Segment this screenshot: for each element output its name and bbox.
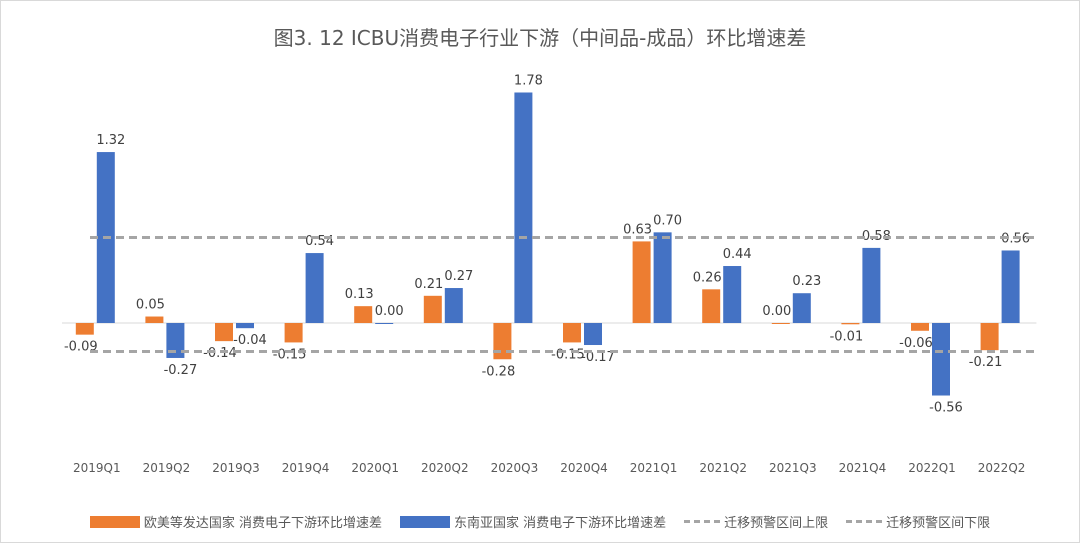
- bar-sea: [166, 323, 185, 358]
- bar-developed: [145, 316, 164, 323]
- legend-label: 迁移预警区间下限: [886, 516, 991, 531]
- data-label: 0.00: [375, 304, 404, 319]
- x-tick-label: 2021Q2: [699, 461, 747, 475]
- chart-plot: 2019Q1 -0.09 1.32 2019Q2 0.05 -0.27 2019Q3 -0.1…: [62, 73, 1037, 475]
- legend-swatch: [684, 520, 721, 523]
- bar-sea: [305, 253, 324, 323]
- x-tick-label: 2020Q2: [421, 461, 469, 475]
- data-label: 0.27: [444, 269, 473, 284]
- legend-item-2: 迁移预警区间上限: [684, 512, 828, 531]
- data-label: -0.15: [551, 347, 585, 362]
- bar-sea: [792, 293, 811, 323]
- data-label: 0.23: [792, 274, 821, 289]
- bar-developed: [284, 323, 303, 343]
- data-label: -0.14: [203, 346, 237, 361]
- bar-developed: [423, 295, 442, 323]
- data-label: 0.26: [693, 270, 722, 285]
- data-label: -0.56: [929, 401, 963, 416]
- data-label: 1.78: [514, 73, 543, 88]
- legend-swatch: [89, 515, 140, 528]
- bar-sea: [862, 247, 881, 323]
- legend-swatch: [399, 515, 450, 528]
- data-label: 0.00: [762, 304, 791, 319]
- legend-item-1: 东南亚国家 消费电子下游环比增速差: [399, 512, 667, 531]
- data-label: 0.70: [653, 213, 682, 228]
- x-tick-label: 2021Q4: [839, 461, 887, 475]
- data-label: -0.21: [969, 355, 1003, 370]
- x-tick-label: 2019Q4: [282, 461, 330, 475]
- data-label: -0.09: [64, 340, 98, 355]
- x-tick-label: 2020Q3: [491, 461, 539, 475]
- bar-developed: [563, 323, 581, 343]
- bar-sea: [236, 323, 254, 329]
- bar-sea: [932, 323, 950, 396]
- data-label: -0.06: [899, 336, 933, 351]
- bar-developed: [75, 323, 94, 335]
- bar-sea: [1001, 250, 1020, 323]
- data-label: -0.15: [273, 347, 307, 362]
- bar-developed: [702, 289, 721, 323]
- data-label: -0.27: [164, 363, 198, 378]
- legend-item-0: 欧美等发达国家 消费电子下游环比增速差: [89, 512, 382, 531]
- x-tick-label: 2022Q1: [908, 461, 956, 475]
- bar-developed: [911, 323, 929, 331]
- bar-developed: [215, 323, 233, 342]
- bar-developed: [632, 241, 651, 323]
- bar-developed: [354, 306, 373, 323]
- data-label: 0.44: [723, 247, 752, 262]
- legend-label: 欧美等发达国家 消费电子下游环比增速差: [143, 516, 382, 531]
- bar-developed: [841, 323, 860, 325]
- x-tick-label: 2022Q2: [978, 461, 1026, 475]
- legend-item-3: 迁移预警区间下限: [846, 512, 990, 531]
- legend: 欧美等发达国家 消费电子下游环比增速差 东南亚国家 消费电子下游环比增速差 迁移…: [0, 512, 1080, 531]
- x-tick-label: 2020Q4: [560, 461, 608, 475]
- data-label: -0.28: [482, 364, 516, 379]
- data-label: -0.01: [830, 329, 864, 344]
- bar-sea: [444, 288, 463, 323]
- x-tick-label: 2020Q1: [351, 461, 399, 475]
- x-tick-label: 2019Q3: [212, 461, 260, 475]
- legend-label: 迁移预警区间上限: [724, 516, 829, 531]
- data-label: 0.63: [623, 222, 652, 237]
- data-label: -0.17: [581, 350, 615, 365]
- legend-swatch: [846, 520, 883, 523]
- data-label: 0.21: [414, 277, 443, 292]
- bar-sea: [514, 92, 533, 324]
- data-label: -0.04: [233, 333, 267, 348]
- bar-developed: [980, 323, 999, 351]
- data-label: 0.13: [345, 287, 374, 302]
- legend-label: 东南亚国家 消费电子下游环比增速差: [453, 516, 667, 531]
- bar-developed: [493, 323, 512, 360]
- x-tick-label: 2019Q2: [143, 461, 191, 475]
- data-label: 1.32: [96, 133, 125, 148]
- bar-sea: [584, 323, 602, 346]
- x-tick-label: 2021Q1: [630, 461, 678, 475]
- data-label: 0.05: [136, 298, 165, 313]
- x-tick-label: 2019Q1: [73, 461, 121, 475]
- x-tick-label: 2021Q3: [769, 461, 817, 475]
- bar-sea: [653, 232, 672, 323]
- bar-developed: [771, 323, 790, 324]
- bar-sea: [723, 266, 742, 323]
- chart-title: 图3. 12 ICBU消费电子行业下游（中间品-成品）环比增速差: [273, 26, 807, 50]
- bar-sea: [375, 323, 394, 324]
